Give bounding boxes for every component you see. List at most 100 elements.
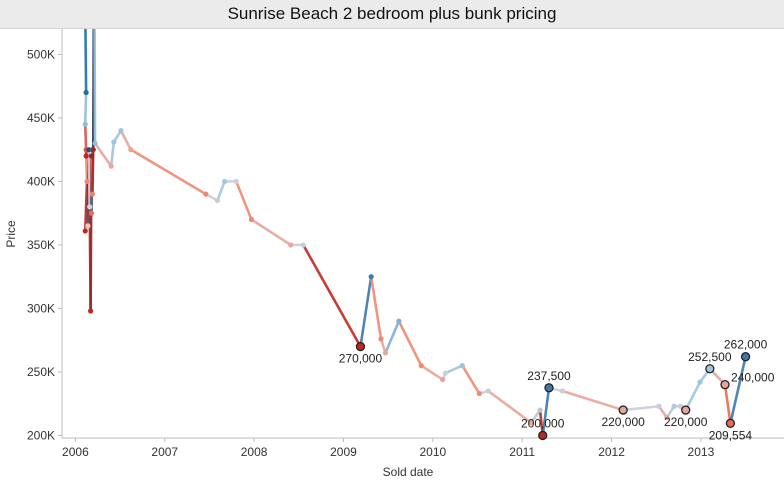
series-segment xyxy=(250,218,293,247)
data-point xyxy=(87,308,94,314)
highlighted-point xyxy=(544,383,554,393)
series-segment xyxy=(621,404,661,412)
data-label: 252,500 xyxy=(688,350,732,364)
highlighted-point xyxy=(740,352,751,362)
series-segment xyxy=(419,364,444,381)
data-point xyxy=(485,388,491,394)
data-point xyxy=(84,178,90,185)
series-segment xyxy=(234,180,253,221)
series-segment xyxy=(723,383,732,425)
data-point xyxy=(442,370,448,376)
data-point xyxy=(300,242,306,248)
data-label: 237,500 xyxy=(527,369,571,383)
data-point xyxy=(664,415,670,421)
data-label: 270,000 xyxy=(339,352,383,366)
data-point xyxy=(559,388,565,394)
y-tick-label: 300K xyxy=(27,301,55,315)
data-point xyxy=(368,274,374,280)
series-segment xyxy=(541,386,551,437)
data-point xyxy=(92,140,98,146)
y-tick-label: 500K xyxy=(27,47,55,61)
y-tick-label: 450K xyxy=(27,111,55,125)
series-segment xyxy=(83,180,89,233)
x-tick-label: 2009 xyxy=(330,445,357,459)
x-tick-label: 2008 xyxy=(241,445,268,459)
series-segment xyxy=(369,275,383,341)
series-points xyxy=(82,89,749,438)
data-point xyxy=(378,336,384,342)
series-segment xyxy=(461,364,481,395)
series-segment xyxy=(684,380,702,412)
data-point xyxy=(233,178,239,185)
highlighted-point xyxy=(725,418,736,428)
data-point xyxy=(90,147,96,153)
data-point xyxy=(248,216,255,223)
data-label: 262,000 xyxy=(724,338,768,352)
series-segment xyxy=(87,148,92,209)
annotations: 270,000 237,500 200,000 220,000 220,000 252,5… xyxy=(339,338,775,443)
data-point xyxy=(128,147,134,153)
data-point xyxy=(528,420,534,426)
data-point xyxy=(86,147,92,153)
title-bar: Sunrise Beach 2 bedroom plus bunk pricin… xyxy=(0,0,784,29)
data-label: 200,000 xyxy=(521,416,565,430)
series-segment xyxy=(359,275,373,348)
data-point xyxy=(82,228,88,234)
x-axis-title: Sold date xyxy=(383,465,434,479)
series-segment xyxy=(129,148,208,196)
series-segment xyxy=(84,29,88,94)
highlighted-point xyxy=(681,405,691,415)
data-point xyxy=(203,191,209,197)
highlighted-point xyxy=(618,405,628,415)
highlighted-point xyxy=(355,341,366,352)
data-point xyxy=(88,153,95,159)
data-point xyxy=(108,163,114,169)
data-point xyxy=(459,362,465,369)
data-point xyxy=(418,362,424,369)
data-point xyxy=(537,407,543,413)
y-tick-label: 250K xyxy=(27,365,55,379)
y-tick-label: 400K xyxy=(27,174,55,188)
x-tick-label: 2010 xyxy=(419,445,446,459)
series-segment xyxy=(561,389,625,412)
series-lines xyxy=(83,29,747,437)
highlighted-point xyxy=(720,380,730,390)
data-point xyxy=(87,204,93,210)
data-point xyxy=(396,318,402,324)
data-point xyxy=(288,242,294,248)
series-segment xyxy=(486,389,533,425)
x-tick-label: 2013 xyxy=(688,445,715,459)
x-tick-label: 2006 xyxy=(62,445,89,459)
data-point xyxy=(111,139,117,145)
data-label: 220,000 xyxy=(601,415,645,429)
data-point xyxy=(89,191,95,197)
data-point xyxy=(440,376,446,383)
series-segment xyxy=(384,319,401,355)
series-segment xyxy=(119,129,133,151)
data-label: 209,554 xyxy=(709,428,753,442)
axes: 200K 250K 300K 350K 400K 450K 500K 2006 2007 2008… xyxy=(27,29,784,459)
series-segment xyxy=(301,243,362,348)
data-point xyxy=(697,379,703,385)
series-segment xyxy=(109,140,116,168)
series-segment xyxy=(729,355,747,425)
series-segment xyxy=(93,29,97,145)
data-point xyxy=(82,121,88,127)
data-point xyxy=(83,89,89,96)
x-tick-label: 2012 xyxy=(598,445,625,459)
y-axis-title: Price xyxy=(4,220,18,248)
highlighted-point xyxy=(538,430,548,441)
x-tick-label: 2011 xyxy=(509,445,535,459)
y-tick-label: 350K xyxy=(27,238,55,252)
series-segment xyxy=(216,180,226,202)
data-point xyxy=(222,178,228,185)
y-tick-label: 200K xyxy=(27,428,55,442)
data-label: 220,000 xyxy=(664,415,708,429)
series-segment xyxy=(444,364,464,375)
data-point xyxy=(85,223,91,229)
series-segment xyxy=(397,319,423,367)
data-point xyxy=(88,210,95,216)
data-point xyxy=(476,390,482,397)
